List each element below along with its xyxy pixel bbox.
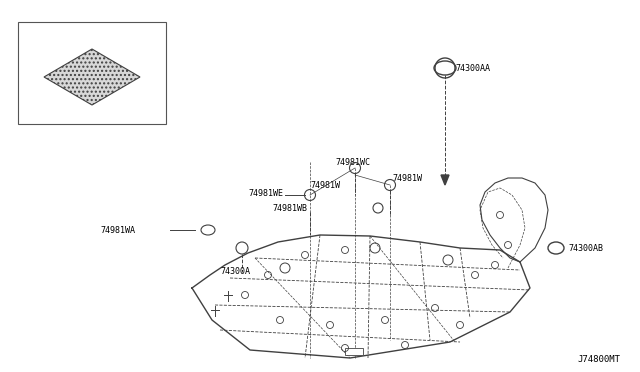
Text: INSULATOR FUSIBLE: INSULATOR FUSIBLE — [49, 106, 134, 115]
Text: 74981WA: 74981WA — [100, 225, 135, 234]
Text: J74800MT: J74800MT — [577, 356, 620, 365]
Polygon shape — [44, 49, 140, 105]
Text: 74981WE: 74981WE — [248, 189, 283, 198]
Text: 74300AA: 74300AA — [455, 64, 490, 73]
FancyBboxPatch shape — [345, 348, 363, 355]
Polygon shape — [441, 175, 449, 185]
Text: 74882R: 74882R — [76, 32, 108, 41]
Text: 74981W: 74981W — [310, 180, 340, 189]
Text: 74300A: 74300A — [220, 267, 250, 276]
Text: 74981WB: 74981WB — [272, 203, 307, 212]
Text: 74981W: 74981W — [392, 173, 422, 183]
FancyBboxPatch shape — [18, 22, 166, 124]
Text: 74300AB: 74300AB — [568, 244, 603, 253]
Text: 74981WC: 74981WC — [335, 157, 370, 167]
